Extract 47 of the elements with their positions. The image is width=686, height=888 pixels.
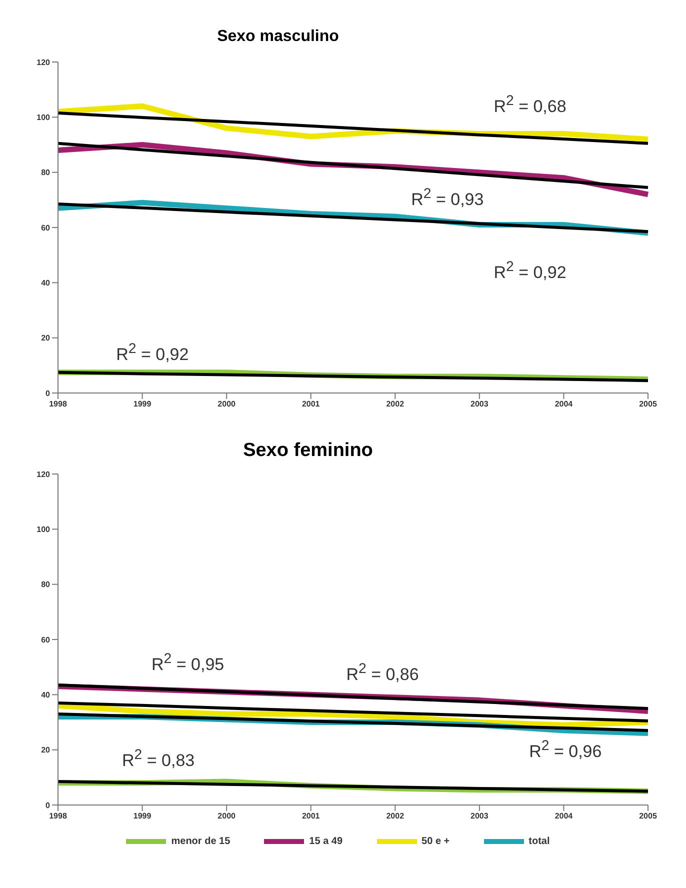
x-tick-label: 1998 (49, 812, 68, 821)
y-tick-label: 40 (41, 690, 51, 700)
y-tick-label: 60 (41, 223, 51, 232)
annotation: R$^{2}$ = 0,93 (411, 186, 484, 210)
y-tick-label: 0 (46, 388, 51, 398)
x-tick-label: 2000 (218, 812, 236, 821)
y-tick-label: 100 (36, 113, 51, 122)
y-tick-label: 120 (36, 470, 51, 479)
annotation: R$^{2}$ = 0,92 (116, 341, 189, 366)
x-tick-label: 2000 (218, 400, 236, 409)
x-tick-label: 2005 (639, 812, 658, 821)
x-tick-label: 2005 (639, 400, 658, 409)
x-tick-label: 2004 (554, 812, 574, 821)
annotation: R$^{2}$ = 0,86 (346, 660, 419, 684)
y-tick-label: 100 (36, 525, 51, 534)
y-tick-label: 80 (41, 168, 51, 178)
annotation: R$^{2}$ = 0,96 (529, 738, 602, 762)
x-tick-label: 2003 (470, 812, 489, 821)
chart-title: Sexo feminino (242, 440, 374, 463)
x-tick-label: 2002 (386, 812, 405, 821)
y-tick-label: 20 (41, 746, 51, 755)
line-series (56, 701, 650, 722)
annotation: R$^{2}$ = 0,92 (494, 258, 566, 282)
x-tick-label: 1998 (49, 400, 68, 409)
y-tick-label: 80 (41, 580, 51, 590)
x-tick-label: 2001 (302, 400, 320, 409)
legend-label: menor de 15 (171, 836, 230, 847)
annotation: R$^{2}$ = 0,83 (122, 746, 195, 770)
legend-label: 15 a 49 (309, 836, 343, 847)
legend-label: 50 e + (422, 836, 450, 847)
annotation: R$^{2}$ = 0,68 (494, 93, 566, 117)
y-tick-label: 40 (41, 278, 51, 288)
y-tick-label: 20 (41, 334, 51, 343)
line-series (56, 142, 650, 190)
chart-title: Sexo masculino (216, 28, 340, 47)
x-tick-label: 2001 (302, 812, 320, 821)
line-series (56, 712, 650, 732)
x-tick-label: 1999 (133, 400, 152, 409)
legend-label: total (528, 836, 550, 847)
y-tick-label: 120 (36, 58, 51, 67)
y-tick-label: 60 (41, 635, 51, 644)
x-tick-label: 1999 (133, 812, 152, 821)
y-tick-label: 0 (46, 800, 51, 810)
annotation: R$^{2}$ = 0,95 (151, 650, 224, 674)
x-tick-label: 2003 (470, 400, 489, 409)
x-tick-label: 2004 (554, 400, 574, 409)
x-tick-label: 2002 (386, 400, 405, 409)
